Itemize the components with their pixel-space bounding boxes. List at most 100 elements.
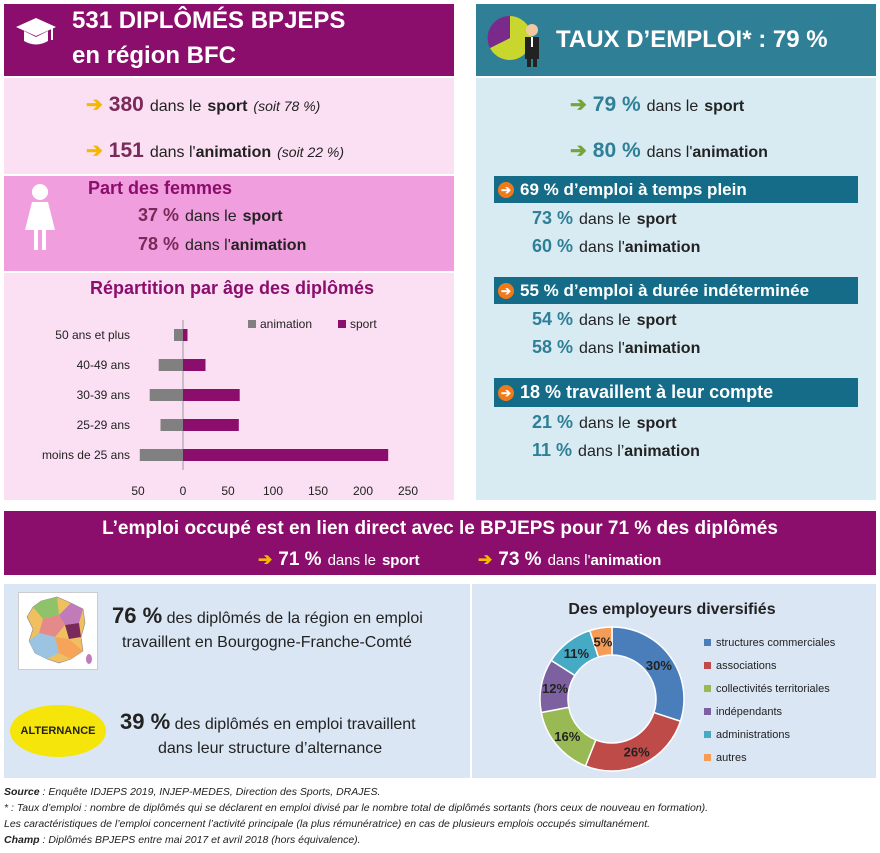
age-bar-sport bbox=[183, 449, 389, 461]
left-sport-row: ➔ 380 dans le sport (soit 78 %) bbox=[86, 92, 320, 117]
arrow-icon: ➔ bbox=[570, 140, 587, 162]
femmes-sport: 37 % dans le sport bbox=[138, 205, 283, 226]
block1-anim-text: dans l' bbox=[579, 239, 625, 256]
legend-label-sport: sport bbox=[350, 317, 377, 331]
banner-sport-bold: sport bbox=[381, 552, 420, 569]
woman-icon bbox=[22, 182, 58, 252]
left-counts-panel bbox=[4, 78, 454, 174]
block2-head-text: 55 % d’emploi à durée indéterminée bbox=[520, 280, 810, 300]
femmes-anim-pct: 78 % bbox=[138, 234, 180, 254]
anim-count-paren: (soit 22 %) bbox=[277, 144, 345, 160]
age-tick-label: 0 bbox=[180, 484, 187, 498]
alternance-badge: ALTERNANCE bbox=[10, 705, 106, 757]
age-tick-label: 150 bbox=[308, 484, 328, 498]
age-bar-animation bbox=[139, 449, 183, 461]
employment-block-1: ➔ 69 % d’emploi à temps plein 73 % dans l… bbox=[476, 176, 876, 268]
block2-sport: 54 % dans le sport bbox=[532, 309, 677, 330]
age-category-label: 50 ans et plus bbox=[55, 328, 130, 342]
age-bar-sport bbox=[183, 359, 206, 371]
block1-anim: 60 % dans l' animation bbox=[532, 236, 700, 257]
legend-swatch-sport bbox=[338, 320, 346, 328]
right-anim-pct: 80 % bbox=[592, 139, 641, 162]
block1-sport-pct: 73 % bbox=[532, 208, 574, 228]
champ-label: Champ bbox=[4, 834, 40, 846]
region-text1: des diplômés de la région en emploi bbox=[166, 610, 423, 627]
right-sport-row: ➔ 79 % dans le sport bbox=[570, 92, 744, 117]
arrow-icon: ➔ bbox=[498, 181, 514, 198]
legend-swatch-animation bbox=[248, 320, 256, 328]
age-bar-animation bbox=[149, 389, 183, 401]
donut-legend-label: autres bbox=[716, 752, 747, 764]
donut-legend-label: administrations bbox=[716, 729, 790, 741]
femmes-sport-bold: sport bbox=[242, 208, 283, 225]
banner-line: L’emploi occupé est en lien direct avec … bbox=[102, 518, 778, 539]
alternance-stat: 39 % des diplômés en emploi travaillent … bbox=[120, 710, 416, 761]
block3-sport-bold: sport bbox=[636, 415, 677, 432]
alt-pct: 39 % bbox=[120, 709, 171, 734]
age-tick-label: 50 bbox=[131, 484, 145, 498]
age-bar-animation bbox=[160, 419, 183, 431]
footnotes: Source : Enquête IDJEPS 2019, INJEP-MEDE… bbox=[4, 784, 708, 848]
right-anim-bold: animation bbox=[692, 144, 768, 161]
block2-anim-bold: animation bbox=[624, 340, 701, 357]
age-chart: 50 ans et plus 40-49 ans 30-39 ans 25-29 an… bbox=[42, 317, 418, 498]
pie-businessman-icon bbox=[486, 12, 546, 68]
femmes-sport-text: dans le bbox=[185, 208, 237, 225]
block3-anim: 11 % dans l’ animation bbox=[532, 440, 700, 461]
block2-sport-text: dans le bbox=[579, 312, 631, 329]
region-pct: 76 % bbox=[112, 603, 163, 628]
block3-sport-text: dans le bbox=[579, 415, 631, 432]
banner bbox=[4, 511, 876, 575]
block1-sport-text: dans le bbox=[579, 211, 631, 228]
donut-slice bbox=[584, 711, 682, 772]
arrow-icon: ➔ bbox=[86, 94, 103, 116]
donut-legend-swatch bbox=[704, 639, 711, 646]
age-chart-title: Répartition par âge des diplômés bbox=[90, 278, 375, 298]
arrow-icon: ➔ bbox=[498, 384, 514, 401]
donut-slice bbox=[611, 626, 685, 723]
region-text2: travaillent en Bourgogne-Franche-Comté bbox=[122, 634, 412, 651]
femmes-anim-bold: animation bbox=[230, 237, 307, 254]
banner-anim-text: dans l' bbox=[547, 552, 591, 569]
arrow-icon: ➔ bbox=[86, 140, 103, 162]
anim-count-text: dans l' bbox=[149, 144, 196, 161]
block1-sport: 73 % dans le sport bbox=[532, 208, 677, 229]
block1-head: ➔ 69 % d’emploi à temps plein bbox=[494, 176, 858, 203]
age-chart-panel bbox=[4, 273, 454, 500]
donut-value-label: 12% bbox=[542, 681, 568, 696]
legend-label-animation: animation bbox=[260, 317, 312, 331]
donut-value-label: 11% bbox=[564, 646, 590, 661]
donut-legend-label: associations bbox=[716, 660, 777, 672]
age-tick-label: 50 bbox=[221, 484, 235, 498]
alt-text2: dans leur structure d’alternance bbox=[158, 740, 383, 757]
sport-count-text: dans le bbox=[149, 98, 202, 115]
donut-legend-swatch bbox=[704, 731, 711, 738]
age-category-label: 25-29 ans bbox=[77, 418, 130, 432]
block2-sport-bold: sport bbox=[636, 312, 677, 329]
sport-count: 380 bbox=[108, 93, 144, 116]
employer-donut-chart: Des employeurs diversifiés 30% 26% 16% 12% 11… bbox=[539, 601, 836, 772]
donut-legend-label: collectivités territoriales bbox=[716, 683, 830, 695]
block2-head: ➔ 55 % d’emploi à durée indéterminée bbox=[494, 277, 858, 304]
arrow-icon: ➔ bbox=[570, 94, 587, 116]
block3-sport: 21 % dans le sport bbox=[532, 412, 677, 433]
age-tick-label: 250 bbox=[398, 484, 418, 498]
anim-count: 151 bbox=[108, 139, 144, 162]
age-category-label: 30-39 ans bbox=[77, 388, 130, 402]
block3-sport-pct: 21 % bbox=[532, 412, 574, 432]
right-anim-text: dans l' bbox=[646, 144, 693, 161]
alt-text1: des diplômés en emploi travaillent bbox=[174, 716, 416, 733]
block3-head-text: 18 % travaillent à leur compte bbox=[520, 382, 774, 402]
right-sport-text: dans le bbox=[646, 98, 699, 115]
region-stat: 76 % des diplômés de la région en emploi… bbox=[112, 604, 423, 655]
arrow-icon: ➔ bbox=[498, 282, 514, 299]
donut-slice bbox=[588, 626, 613, 659]
donut-legend-swatch bbox=[704, 662, 711, 669]
banner-anim: ➔ 73 % dans l' animation bbox=[478, 549, 661, 571]
right-sport-bold: sport bbox=[704, 98, 745, 115]
banner-anim-pct: 73 % bbox=[498, 549, 542, 570]
donut-legend-label: structures commerciales bbox=[716, 637, 836, 649]
age-bar-sport bbox=[183, 419, 239, 431]
left-anim-row: ➔ 151 dans l' animation (soit 22 %) bbox=[86, 138, 344, 163]
banner-sport-text: dans le bbox=[327, 552, 376, 569]
